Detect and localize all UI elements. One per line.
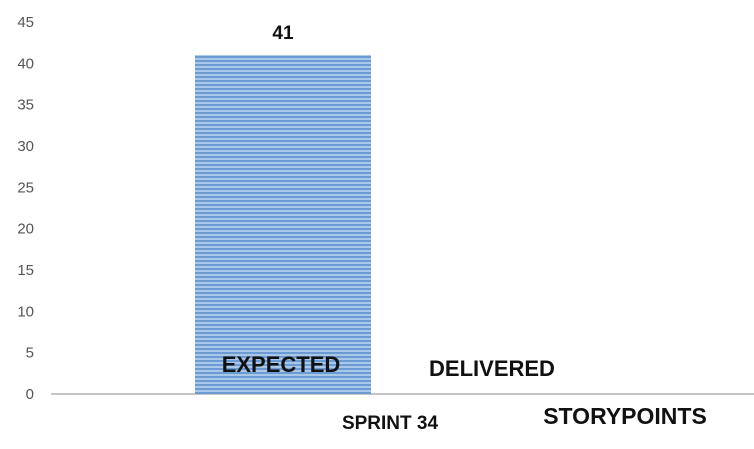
series-label-delivered: DELIVERED	[429, 356, 555, 381]
category-label: SPRINT 34	[342, 413, 439, 434]
series-label-expected: EXPECTED	[222, 352, 341, 377]
y-tick-label: 30	[17, 138, 34, 155]
y-tick-label: 20	[17, 221, 34, 238]
y-tick-label: 45	[17, 14, 34, 31]
y-tick-label: 5	[26, 345, 34, 362]
y-tick-label: 10	[17, 303, 34, 320]
data-label: 41	[272, 23, 294, 44]
y-tick-label: 35	[17, 97, 34, 114]
y-tick-label: 25	[17, 179, 34, 196]
bars: 41 EXPECTED DELIVERED	[195, 23, 555, 395]
y-tick-label: 40	[17, 55, 34, 72]
bar-expected	[195, 55, 371, 395]
axis-title: STORYPOINTS	[543, 403, 707, 429]
y-tick-label: 15	[17, 262, 34, 279]
y-axis-ticks: 0 5 10 15 20 25 30 35 40 45	[17, 14, 34, 403]
y-tick-label: 0	[26, 386, 34, 403]
